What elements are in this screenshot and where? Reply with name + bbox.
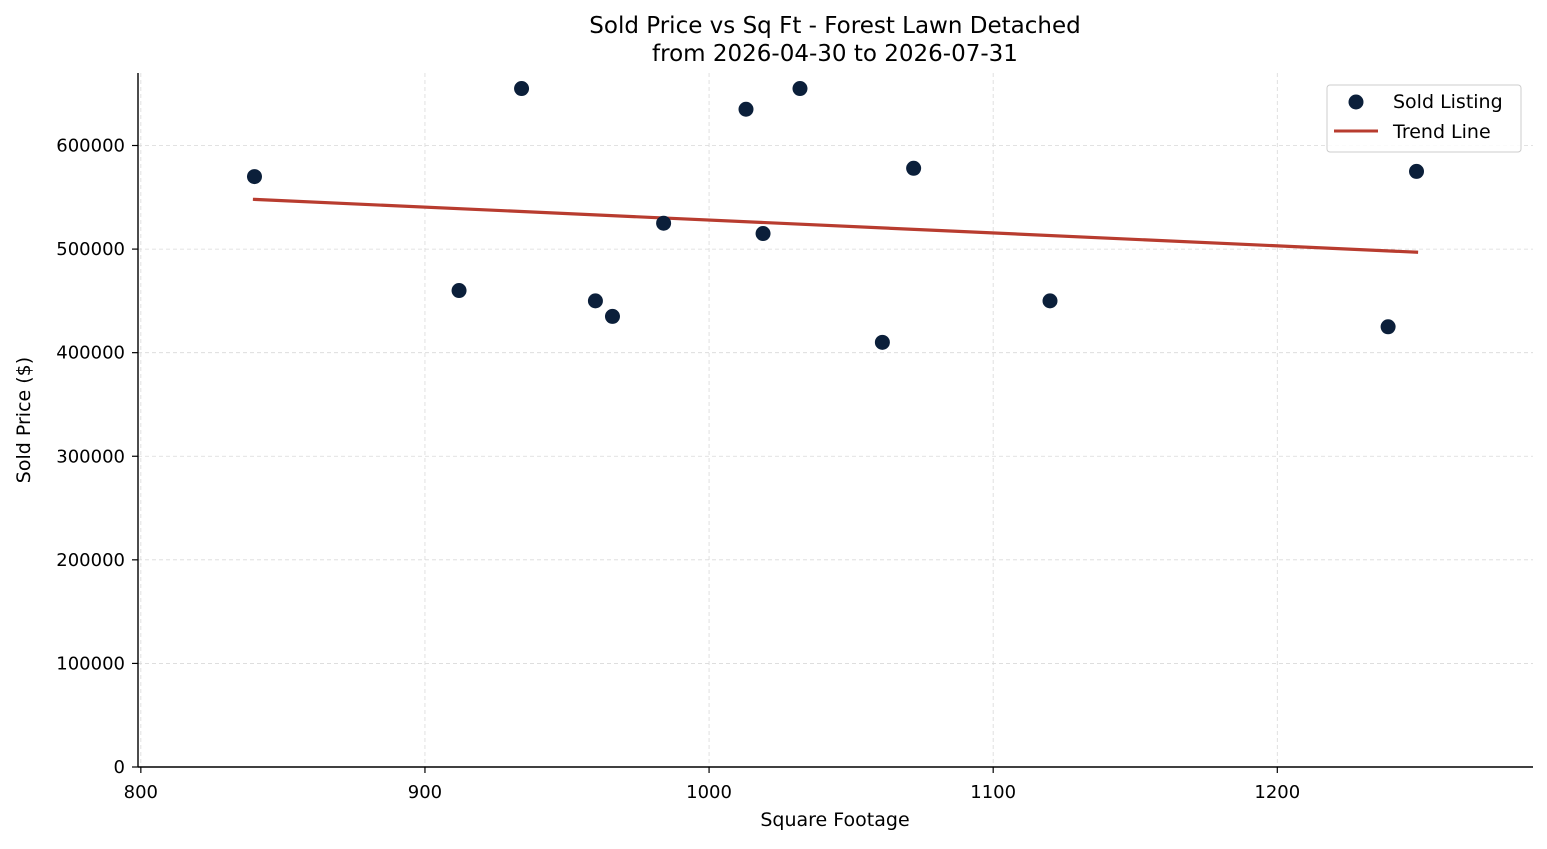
x-tick-label: 1200 (1254, 782, 1300, 803)
y-tick-label: 500000 (56, 239, 125, 260)
legend-box (1326, 84, 1522, 153)
data-point (587, 293, 603, 309)
data-point (656, 215, 672, 231)
y-tick-label: 0 (114, 757, 125, 778)
data-point (514, 81, 530, 97)
trend-line (252, 197, 1419, 254)
y-axis-label: Sold Price ($) (13, 357, 35, 483)
x-axis-label: Square Footage (760, 809, 909, 831)
axes (132, 73, 1533, 773)
data-point (874, 334, 890, 350)
data-point (451, 283, 467, 299)
data-point (738, 101, 754, 117)
x-tick-label: 1100 (970, 782, 1016, 803)
chart-title: Sold Price vs Sq Ft - Forest Lawn Detach… (589, 13, 1080, 39)
data-point (906, 160, 922, 176)
y-tick-label: 400000 (56, 343, 125, 364)
grid (138, 73, 1533, 768)
data-point (755, 226, 771, 242)
y-tick-label: 100000 (56, 653, 125, 674)
data-point (246, 169, 262, 185)
y-tick-label: 200000 (56, 550, 125, 571)
x-tick-label: 800 (124, 782, 158, 803)
x-tick-label: 900 (408, 782, 442, 803)
data-point (1042, 293, 1058, 309)
data-point (1380, 319, 1396, 335)
x-tick-label: 1000 (686, 782, 732, 803)
data-point (1409, 163, 1425, 179)
data-points-layer (246, 81, 1425, 350)
legend: Sold Listing Trend Line (1326, 84, 1522, 153)
data-point (792, 81, 808, 97)
legend-marker-sold-listing (1348, 94, 1364, 110)
y-tick-label: 600000 (56, 136, 125, 157)
y-tick-label: 300000 (56, 446, 125, 467)
trend-line-layer (252, 197, 1419, 254)
legend-label-sold-listing: Sold Listing (1393, 91, 1503, 113)
chart-subtitle: from 2026-04-30 to 2026-07-31 (652, 41, 1018, 67)
data-point (604, 308, 620, 324)
legend-label-trend-line: Trend Line (1392, 121, 1491, 143)
tick-labels: 800 900 1000 1100 1200 0 100000 200000 300000 400… (56, 136, 1300, 803)
